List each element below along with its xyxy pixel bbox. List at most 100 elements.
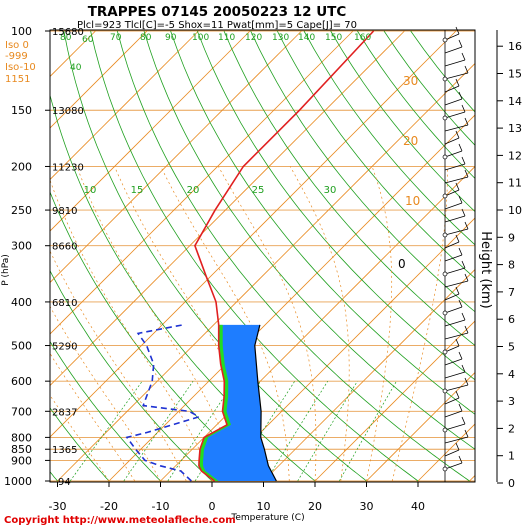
dry-adiabat-label: 20 [187, 185, 200, 196]
wind-barb-flag [455, 182, 460, 191]
geopotential-label: 13080 [52, 106, 84, 117]
chart-subtitle: Plcl=923 Tlcl[C]=-5 Shox=11 Pwat[mm]=5 C… [77, 20, 357, 31]
height-tick-label: 1 [508, 450, 515, 463]
wind-barb [444, 98, 463, 106]
iso-info-line-4: 1151 [5, 74, 30, 85]
height-tick-label: 10 [508, 204, 522, 217]
mixing-ratio-label: 130 [272, 33, 289, 43]
dewpoint-profile-line [125, 324, 202, 482]
mixing-ratio-line [69, 380, 143, 482]
mixing-ratio-label: 100 [192, 33, 209, 43]
height-tick-label: 15 [508, 68, 522, 81]
wind-barb-flag [464, 65, 469, 74]
height-tick-label: 13 [508, 122, 522, 135]
wind-barb-flag [464, 221, 469, 230]
wind-barb-flag [455, 390, 460, 399]
wind-barb-flag [455, 78, 460, 87]
isotherm-line [57, 62, 475, 482]
moist-adiabat-line [50, 352, 136, 482]
wind-barbs [442, 26, 469, 482]
wind-barb [444, 449, 460, 457]
wind-barb [444, 293, 460, 301]
temperature-tick-label: 20 [308, 500, 322, 513]
height-tick-label: 5 [508, 341, 515, 354]
wind-barb [444, 371, 466, 379]
pressure-tick-label: 150 [11, 104, 32, 117]
moist-adiabat-line [289, 166, 350, 482]
dry-adiabat-label: 10 [84, 185, 97, 196]
wind-barb [444, 254, 463, 262]
isotherm-line [50, 30, 405, 387]
wind-station-circle [442, 115, 448, 121]
wind-barb-flag [458, 195, 463, 204]
wind-barb [444, 33, 460, 41]
wind-barb [444, 462, 463, 470]
wind-barb-flag [458, 299, 463, 308]
geopotential-label: 6810 [52, 298, 77, 309]
moist-adiabat-line [366, 166, 393, 482]
wind-barb-flag [461, 416, 466, 425]
height-tick-label: 12 [508, 149, 522, 162]
height-tick-label: 7 [508, 286, 515, 299]
height-axis-label: Height (km) [478, 231, 493, 308]
wind-barb [444, 332, 469, 340]
iso-info-line-2: -999 [5, 51, 28, 62]
wind-station-circle [442, 388, 448, 394]
wind-barb-flag [461, 156, 466, 165]
dry-adiabat-line [116, 30, 470, 482]
wind-barb-flag [464, 429, 469, 438]
isotherm-line [50, 30, 302, 284]
dry-adiabat-line [50, 340, 161, 482]
wind-barb-flag [461, 208, 466, 217]
wind-station-circle [442, 427, 448, 433]
dry-adiabat-line [50, 269, 213, 482]
temperature-tick-labels: -30 -20 -10 0 10 20 30 40 [49, 482, 425, 513]
dry-adiabat-line [330, 30, 475, 213]
dry-adiabat-line [303, 30, 475, 246]
wind-barb-flag [455, 338, 460, 347]
wind-station-circle [442, 193, 448, 199]
dry-adiabat-line [250, 30, 475, 313]
height-tick-label: 9 [508, 231, 515, 244]
mixing-ratio-label: 70 [110, 33, 122, 43]
wind-station-circle [442, 466, 448, 472]
mixing-ratio-line [230, 381, 295, 482]
mixing-ratio-label: 40 [70, 63, 82, 73]
temperature-tick-label: -30 [49, 500, 67, 513]
wind-barb [444, 176, 469, 184]
wind-barb [444, 319, 466, 327]
geopotential-label: 15680 [52, 27, 84, 38]
isotherm-label: 20 [403, 134, 418, 148]
pressure-tick-label: 300 [11, 240, 32, 253]
wind-barb [444, 410, 463, 418]
wind-barb-flag [461, 260, 466, 269]
wind-barb [444, 137, 460, 145]
isotherm-label: 30 [403, 74, 418, 88]
temperature-tick-label: 0 [209, 500, 216, 513]
wind-barb-flag [464, 273, 469, 282]
wind-barb [444, 189, 460, 197]
pressure-tick-label: 250 [11, 204, 32, 217]
wind-station-circle [442, 271, 448, 277]
mixing-ratio-label: 150 [325, 33, 342, 43]
wind-barb-flag [461, 104, 466, 113]
mixing-ratio-line [123, 380, 194, 482]
wind-station-circle [442, 154, 448, 160]
parcel-path-line [254, 324, 277, 482]
dry-adiabat-line [276, 30, 475, 279]
wind-barb-flag [464, 169, 469, 178]
dry-adiabat-line [90, 30, 419, 482]
isotherm-line [314, 320, 475, 482]
copyright-text: Copyright http://www.meteolafleche.com [4, 515, 236, 526]
isotherm-line [50, 30, 457, 438]
plot-frame [49, 29, 476, 483]
geopotential-label: 94 [58, 477, 71, 488]
pressure-tick-label: 100 [11, 25, 32, 38]
mixing-ratio-label: 80 [140, 33, 152, 43]
height-tick-label: 2 [508, 422, 515, 435]
dry-adiabat-line [223, 30, 475, 347]
pressure-tick-label: 900 [11, 454, 32, 467]
